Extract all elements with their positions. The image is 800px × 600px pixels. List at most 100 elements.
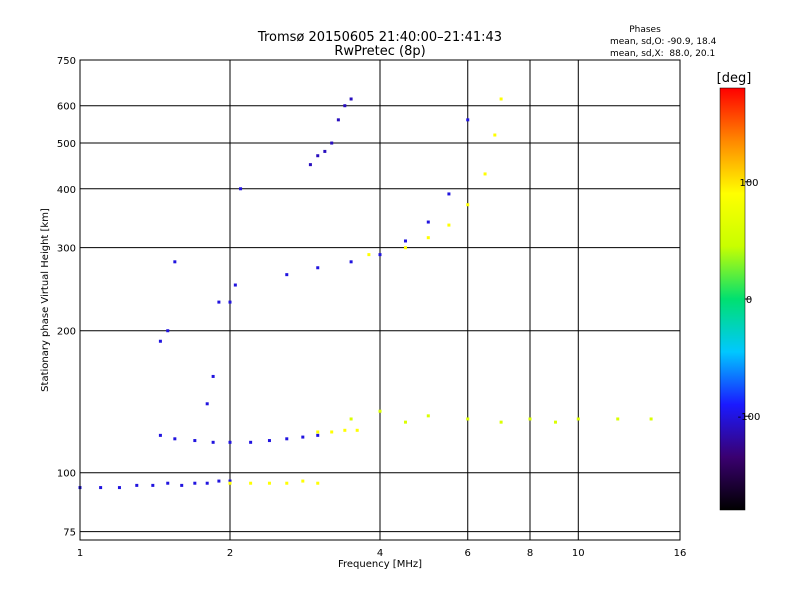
phase-stats-heading: Phases (629, 25, 661, 35)
y-axis-ticks: 75 100 200 300 400 500 600 750 (57, 56, 76, 539)
data-point (349, 97, 353, 101)
y-tick-label: 600 (57, 102, 76, 113)
data-point (249, 481, 253, 485)
data-point (158, 339, 162, 343)
data-point (285, 481, 289, 485)
data-point (323, 149, 327, 153)
data-point (228, 481, 232, 485)
data-point (483, 172, 487, 176)
data-point (217, 300, 221, 304)
x-tick-label: 1 (77, 548, 83, 559)
data-point (205, 402, 209, 406)
data-point (576, 417, 580, 421)
series-e-layer-x (228, 479, 320, 485)
data-point (173, 260, 177, 264)
data-point (166, 329, 170, 333)
data-point (233, 283, 237, 287)
y-tick-label: 100 (57, 469, 76, 480)
series-es-lower-trace (158, 433, 320, 444)
y-tick-label: 400 (57, 185, 76, 196)
data-point (211, 374, 215, 378)
data-point (193, 481, 197, 485)
x-tick-label: 8 (527, 548, 533, 559)
data-point (99, 486, 103, 490)
data-point (166, 481, 170, 485)
data-point (447, 192, 451, 196)
data-point (249, 440, 253, 444)
data-point (173, 437, 177, 441)
series-es-x-trace (316, 428, 359, 434)
chart-subtitle: RwPretec (8p) (334, 44, 425, 59)
series-low-frequency-spike-1-5 (158, 260, 177, 343)
y-tick-label: 750 (57, 56, 76, 67)
x-tick-label: 6 (465, 548, 471, 559)
data-point (316, 266, 320, 270)
data-point (649, 417, 653, 421)
data-point (205, 481, 209, 485)
data-point (466, 417, 470, 421)
data-point (493, 133, 497, 137)
data-point (616, 417, 620, 421)
y-axis-label: Stationary phase Virtual Height [km] (40, 208, 51, 392)
x-tick-label: 16 (674, 548, 687, 559)
chart-title: Tromsø 20150605 21:40:00–21:41:43 (257, 30, 502, 45)
y-tick-label: 500 (57, 139, 76, 150)
phase-stats-line-x: mean, sd,X: 88.0, 20.1 (610, 49, 715, 59)
data-point (158, 433, 162, 437)
data-point (285, 273, 289, 277)
data-point (228, 300, 232, 304)
colorbar-tick-label: -100 (738, 412, 761, 423)
data-point (316, 430, 320, 434)
data-point (330, 141, 334, 145)
data-point (378, 409, 382, 413)
data-point (336, 118, 340, 122)
data-point (466, 203, 470, 207)
data-point (499, 97, 503, 101)
data-point (367, 253, 371, 257)
data-point (267, 481, 271, 485)
y-tick-label: 300 (57, 244, 76, 255)
colorbar (719, 87, 746, 511)
data-point (499, 420, 503, 424)
data-point (403, 420, 407, 424)
data-point (553, 420, 557, 424)
data-point (217, 479, 221, 483)
x-axis-ticks: 1 2 4 6 8 10 16 (77, 548, 687, 559)
data-point (403, 239, 407, 243)
data-point (267, 439, 271, 443)
data-point (349, 417, 353, 421)
data-point (343, 428, 347, 432)
data-point (316, 481, 320, 485)
data-point (228, 479, 232, 483)
data-point (301, 435, 305, 439)
series-low-frequency-spike-2-0 (228, 187, 243, 304)
plot-frame (79, 59, 681, 541)
data-point (117, 486, 121, 490)
data-point (285, 437, 289, 441)
phase-stats-line-o: mean, sd,O: -90.9, 18.4 (610, 37, 717, 47)
colorbar-tick-label: 0 (746, 295, 752, 306)
data-point (466, 118, 470, 122)
data-points (78, 97, 653, 490)
data-point (180, 483, 184, 487)
data-point (316, 433, 320, 437)
data-point (447, 223, 451, 227)
y-tick-label: 200 (57, 327, 76, 338)
series-low-frequency-spike-1-8 (205, 300, 221, 406)
data-point (349, 260, 353, 264)
series-f-layer-x (367, 97, 503, 257)
data-point (378, 253, 382, 257)
data-point (343, 104, 347, 108)
y-tick-label: 75 (63, 528, 76, 539)
data-point (193, 439, 197, 443)
x-tick-label: 2 (227, 548, 233, 559)
colorbar-ticks: 100 0 -100 (738, 178, 761, 423)
series-f2-upper-cluster (308, 97, 353, 167)
data-point (528, 417, 532, 421)
data-point (151, 483, 155, 487)
series-e-layer-o (78, 479, 232, 490)
series-f-layer-o (285, 118, 470, 277)
grid (80, 60, 680, 540)
x-tick-label: 4 (377, 548, 383, 559)
data-point (211, 440, 215, 444)
